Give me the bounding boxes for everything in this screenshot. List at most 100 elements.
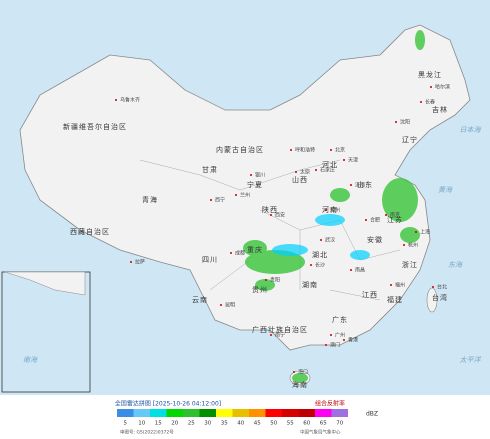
legend-swatch: [232, 409, 249, 417]
city-dot: [385, 214, 387, 216]
city-label: 石家庄: [320, 167, 335, 174]
city-label: 武汉: [325, 237, 335, 244]
legend-swatch: [265, 409, 282, 417]
city-label: 昆明: [225, 303, 235, 309]
province-label: 江西: [362, 291, 378, 299]
city-label: 南宁: [275, 332, 285, 339]
city-dot: [415, 231, 417, 233]
weak-echoes: [272, 214, 370, 260]
city-label: 西宁: [215, 197, 225, 204]
province-label: 江苏: [387, 215, 403, 224]
city-label: 南京: [390, 212, 400, 219]
legend-level: 50: [270, 421, 277, 427]
city-label: 台北: [437, 284, 447, 291]
city-dot: [270, 334, 272, 336]
legend-product: 组合反射率: [315, 400, 345, 408]
province-label: 吉林: [432, 105, 448, 114]
legend-swatch: [133, 409, 150, 417]
city-dot: [420, 101, 422, 103]
city-dot: [230, 252, 232, 254]
province-label: 新疆维吾尔自治区: [63, 122, 127, 131]
province-label: 内蒙古自治区: [216, 145, 264, 154]
legend-swatch: [315, 409, 332, 417]
province-label: 甘肃: [202, 165, 218, 174]
city-label: 太原: [300, 169, 310, 176]
city-dot: [290, 149, 292, 151]
province-label: 浙江: [402, 260, 418, 269]
city-dot: [390, 284, 392, 286]
city-dot: [403, 244, 405, 246]
radar-echoes: [243, 30, 425, 383]
city-label: 呼和浩特: [295, 147, 315, 154]
city-dot: [350, 269, 352, 271]
city-dot: [315, 169, 317, 171]
legend-swatch: [331, 409, 348, 417]
city-label: 西安: [275, 212, 285, 219]
province-label: 湖南: [302, 280, 318, 289]
sea-label: 南海: [23, 356, 38, 364]
city-label: 成都: [235, 250, 245, 257]
province-label: 安徽: [367, 235, 383, 244]
province-label: 青海: [142, 195, 158, 204]
province-label: 山西: [292, 175, 308, 184]
legend-level: 35: [221, 421, 228, 427]
city-label: 哈尔滨: [435, 84, 450, 91]
inset-land: [4, 271, 86, 296]
province-label: 西藏自治区: [70, 227, 110, 236]
city-label: 兰州: [240, 192, 250, 199]
sea-label: 东海: [448, 261, 463, 269]
city-dot: [130, 261, 132, 263]
city-label: 沈阳: [400, 119, 410, 126]
city-dot: [350, 184, 352, 186]
city-dot: [330, 334, 332, 336]
province-label: 云南: [192, 295, 208, 304]
legend-level: 15: [155, 421, 162, 427]
city-label: 海口: [298, 369, 308, 376]
province-label: 海南: [292, 380, 308, 389]
province-label: 山东: [357, 180, 373, 189]
city-label: 上海: [420, 229, 430, 236]
sea-label: 黄海: [438, 186, 453, 194]
city-dot: [250, 174, 252, 176]
city-dot: [365, 219, 367, 221]
legend-title: 全国雷达拼图 [2025-10-26 04:12:00]: [115, 400, 221, 408]
legend-level: 70: [336, 421, 343, 427]
city-dot: [310, 264, 312, 266]
legend-level: 20: [171, 421, 178, 427]
city-label: 杭州: [408, 242, 418, 249]
legend-swatch: [199, 409, 216, 417]
province-label: 重庆: [247, 245, 263, 254]
city-dot: [270, 214, 272, 216]
legend-swatch: [298, 409, 315, 417]
province-label: 黑龙江: [418, 70, 442, 79]
legend-level: 45: [254, 421, 261, 427]
city-dot: [235, 194, 237, 196]
city-label: 银川: [255, 172, 265, 179]
province-label: 湖北: [312, 250, 328, 259]
city-dot: [295, 171, 297, 173]
city-label: 澳门: [330, 342, 340, 349]
city-label: 贵阳: [270, 277, 280, 284]
city-label: 南昌: [355, 267, 365, 274]
province-label: 四川: [202, 256, 218, 264]
legend-level: 10: [138, 421, 145, 427]
legend-swatch: [166, 409, 183, 417]
city-dot: [430, 86, 432, 88]
legend-level: 60: [303, 421, 310, 427]
legend-level: 30: [204, 421, 211, 427]
legend-unit: dBZ: [366, 411, 378, 418]
city-dot: [320, 239, 322, 241]
city-dot: [343, 339, 345, 341]
city-dot: [265, 279, 267, 281]
province-label: 福建: [387, 295, 403, 304]
city-label: 乌鲁木齐: [120, 97, 140, 104]
legend-swatch: [216, 409, 233, 417]
city-label: 福州: [395, 282, 405, 289]
legend-level: 40: [237, 421, 244, 427]
city-dot: [210, 199, 212, 201]
legend-swatch: [150, 409, 167, 417]
taiwan: [426, 287, 438, 313]
legend-swatch: [117, 409, 134, 417]
province-label: 陕西: [262, 205, 278, 214]
